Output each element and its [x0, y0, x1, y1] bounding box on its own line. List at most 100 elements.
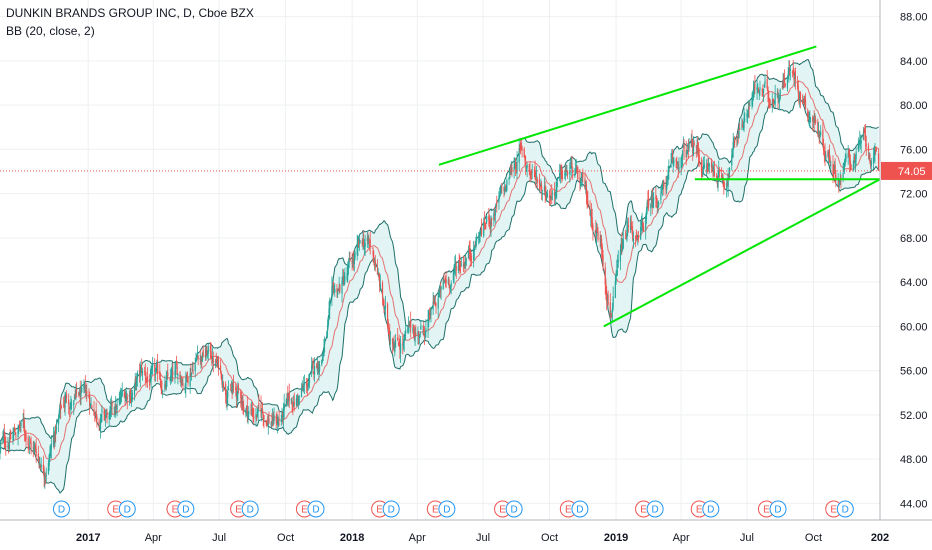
candle — [501, 182, 503, 194]
candle — [702, 156, 705, 175]
candle — [561, 165, 563, 183]
candle — [275, 413, 277, 429]
candle — [705, 159, 708, 176]
dividend-marker[interactable]: D — [52, 500, 70, 518]
candle — [682, 136, 684, 149]
candle — [324, 336, 326, 353]
y-tick-label[interactable]: 56.00 — [900, 366, 928, 378]
y-tick-label[interactable]: 64.00 — [900, 277, 928, 289]
candle — [747, 100, 749, 118]
candle — [645, 213, 647, 240]
candle — [687, 139, 689, 159]
y-tick-label[interactable]: 72.00 — [900, 189, 928, 201]
candle — [843, 162, 845, 172]
candle — [90, 397, 92, 405]
x-tick-label[interactable]: 2019 — [604, 532, 628, 544]
x-tick-label[interactable]: 2017 — [76, 532, 100, 544]
trendline[interactable] — [603, 178, 881, 328]
candle — [772, 98, 774, 106]
candle — [140, 364, 142, 374]
dividend-marker[interactable]: D — [307, 500, 325, 518]
candle — [606, 286, 608, 311]
candle — [337, 288, 339, 298]
dividend-marker[interactable]: D — [836, 500, 854, 518]
x-tick-label[interactable]: Jul — [212, 532, 226, 544]
x-tick-label[interactable]: Jul — [740, 532, 754, 544]
y-tick-label[interactable]: 84.00 — [900, 56, 928, 68]
candle — [106, 408, 108, 424]
candle — [22, 413, 24, 428]
candle — [131, 389, 133, 403]
candle — [503, 186, 505, 198]
candle — [728, 167, 731, 179]
candle — [12, 427, 14, 445]
candle — [134, 372, 136, 391]
candle — [278, 410, 280, 427]
trendline[interactable] — [438, 45, 817, 166]
y-tick-label[interactable]: 80.00 — [900, 100, 928, 112]
dividend-marker[interactable]: D — [177, 500, 195, 518]
x-tick-label[interactable]: Jul — [476, 532, 490, 544]
y-tick-label[interactable]: 44.00 — [900, 498, 928, 510]
candle — [565, 164, 567, 173]
candle — [354, 250, 356, 261]
x-tick-label[interactable]: Apr — [145, 532, 162, 544]
candle — [617, 250, 619, 268]
dividend-marker[interactable]: D — [382, 500, 400, 518]
x-tick-label[interactable]: 202 — [871, 532, 889, 544]
y-tick-label[interactable]: 60.00 — [900, 321, 928, 333]
y-tick-label[interactable]: 48.00 — [900, 454, 928, 466]
candle — [509, 164, 512, 176]
candle — [388, 327, 390, 334]
y-tick-label[interactable]: 52.00 — [900, 410, 928, 422]
candle — [581, 172, 583, 188]
dividend-marker[interactable]: D — [646, 500, 664, 518]
candle — [212, 351, 214, 373]
candle — [65, 390, 68, 404]
candle — [48, 453, 50, 471]
candle — [632, 231, 635, 249]
y-tick-label[interactable]: 88.00 — [900, 12, 928, 24]
candle — [240, 391, 243, 411]
candle — [125, 390, 128, 404]
dividend-marker[interactable]: D — [118, 500, 136, 518]
earnings-marker[interactable]: E — [107, 500, 125, 518]
dividend-marker[interactable]: D — [571, 500, 589, 518]
x-tick-label[interactable]: Apr — [409, 532, 426, 544]
candle — [69, 402, 71, 410]
x-tick-label[interactable]: 2018 — [340, 532, 364, 544]
dividend-marker[interactable]: D — [438, 500, 456, 518]
trendlines[interactable] — [438, 45, 881, 328]
candle — [635, 229, 637, 241]
candle — [493, 207, 496, 221]
x-tick-label[interactable]: Oct — [277, 532, 294, 544]
dividend-marker[interactable]: D — [505, 500, 523, 518]
candle — [544, 181, 546, 203]
x-tick-label[interactable]: Apr — [673, 532, 690, 544]
candle — [15, 432, 17, 440]
x-tick-label[interactable]: Oct — [805, 532, 822, 544]
event-label: E — [112, 505, 119, 516]
event-label: D — [182, 505, 189, 516]
dividend-marker[interactable]: D — [241, 500, 259, 518]
earnings-marker[interactable]: E — [635, 500, 653, 518]
y-tick-label[interactable]: 68.00 — [900, 233, 928, 245]
candle — [444, 279, 446, 284]
indicator-legend[interactable]: BB (20, close, 2) — [6, 24, 95, 38]
candle — [653, 192, 655, 209]
candle — [89, 391, 91, 415]
x-tick-label[interactable]: Oct — [541, 532, 558, 544]
dividend-marker[interactable]: D — [769, 500, 787, 518]
symbol-title[interactable]: DUNKIN BRANDS GROUP INC, D, Cboe BZX — [6, 6, 254, 20]
candle — [276, 411, 278, 425]
candle — [733, 137, 735, 148]
candle — [662, 179, 664, 190]
candle — [854, 153, 856, 164]
event-label: E — [499, 505, 506, 516]
y-tick-label[interactable]: 76.00 — [900, 144, 928, 156]
earnings-marker[interactable]: E — [295, 500, 313, 518]
dividend-marker[interactable]: D — [702, 500, 720, 518]
